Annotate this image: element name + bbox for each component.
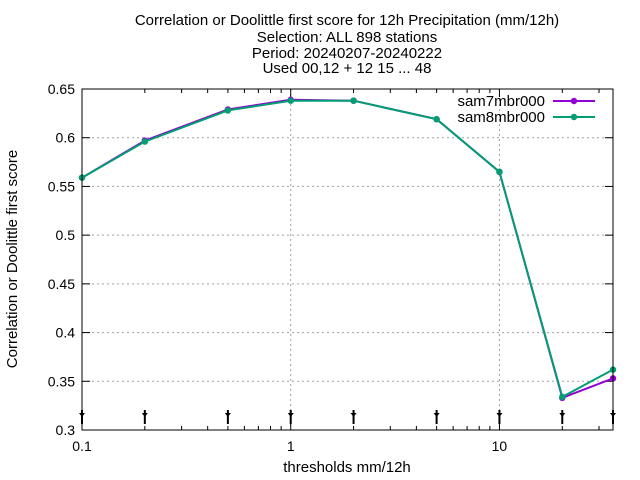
y-tick-label: 0.45 (48, 276, 75, 292)
threshold-marker-head (433, 413, 440, 417)
grid (82, 89, 613, 430)
data-point-sam8mbr000 (141, 138, 149, 145)
x-axis-label: thresholds mm/12h (283, 459, 411, 476)
legend-marker-sam8mbr000 (570, 113, 578, 121)
y-tick-label: 0.3 (56, 422, 76, 438)
y-tick-label: 0.6 (56, 130, 76, 146)
y-tick-label: 0.35 (48, 373, 75, 389)
title-line-1: Correlation or Doolittle first score for… (135, 12, 559, 29)
title-line-3: Period: 20240207-20240222 (252, 45, 442, 62)
threshold-marker-head (559, 413, 566, 417)
data-point-sam8mbr000 (287, 97, 294, 104)
data-point-sam8mbr000 (224, 107, 232, 114)
legend-marker-sam7mbr000 (570, 97, 578, 105)
threshold-marker-head (287, 413, 294, 417)
data-point-sam8mbr000 (496, 168, 503, 176)
chart-title: Correlation or Doolittle first score for… (135, 12, 559, 77)
legend-label-sam8mbr000: sam8mbr000 (457, 109, 545, 126)
threshold-marker-head (496, 413, 503, 417)
y-tick-label: 0.55 (48, 178, 75, 194)
y-tick-label: 0.65 (48, 81, 75, 97)
data-point-sam8mbr000 (350, 97, 357, 104)
x-markers (79, 410, 616, 424)
y-axis-label: Correlation or Doolittle first score (4, 150, 21, 368)
x-tick-label: 0.1 (72, 438, 92, 454)
series-line-sam7mbr000 (81, 98, 614, 400)
series-line-sam8mbr000 (81, 99, 614, 399)
title-line-2: Selection: ALL 898 stations (257, 29, 437, 46)
series-group (78, 96, 617, 402)
data-point-sam8mbr000 (559, 393, 566, 401)
ticks: 0.3 0.35 0.4 0.45 0.5 0.55 0.6 0.65 0.1 1 10 (48, 81, 613, 454)
title-line-4: Used 00,12 + 12 15 ... 48 (263, 60, 432, 77)
y-tick-label: 0.5 (56, 227, 76, 243)
threshold-marker-head (141, 413, 148, 417)
legend-label-sam7mbr000: sam7mbr000 (457, 93, 545, 110)
threshold-marker-head (224, 413, 231, 417)
threshold-marker-head (350, 413, 357, 417)
y-tick-label: 0.4 (56, 325, 76, 341)
data-point-sam8mbr000 (433, 116, 440, 123)
x-tick-label: 10 (492, 438, 508, 454)
plot-frame (81, 88, 614, 431)
x-tick-label: 1 (287, 438, 295, 454)
